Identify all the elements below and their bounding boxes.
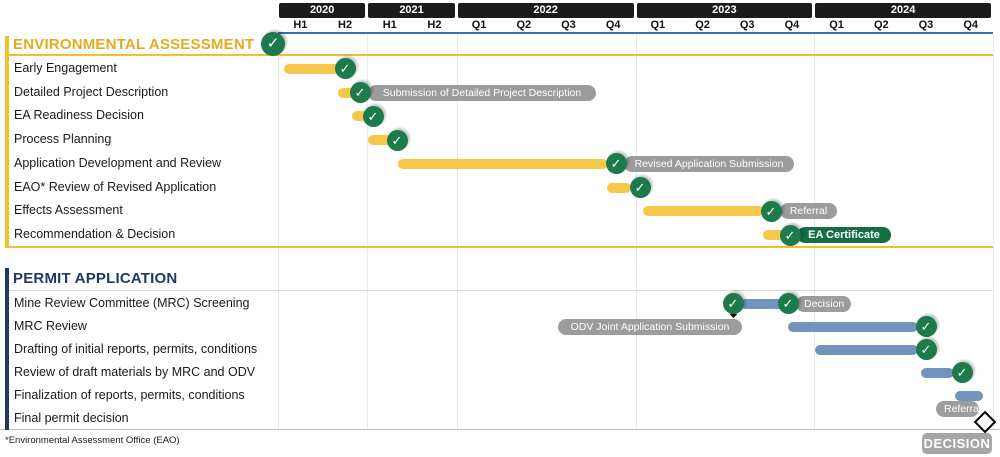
milestone-check-icon: ✓ [362, 105, 384, 127]
period-label-2022-Q2: Q2 [516, 19, 532, 31]
task-label: MRC Review [14, 318, 87, 333]
task-label: Recommendation & Decision [14, 227, 176, 242]
milestone-check-icon: ✓ [334, 58, 356, 80]
year-band-2022: 2022 [457, 3, 634, 18]
task-bar [788, 321, 918, 332]
milestone-check-icon: ✓ [951, 362, 973, 383]
milestone-check-icon: ✓ [779, 224, 801, 246]
task-label: Detailed Project Description [14, 84, 169, 99]
period-label-2024-Q4: Q4 [963, 19, 978, 31]
year-gridline [278, 34, 279, 429]
year-gridline [456, 34, 458, 429]
timeline-underline [278, 32, 993, 34]
permit-section-accent-bar [5, 268, 9, 430]
milestone-check-icon: ✓ [760, 200, 782, 222]
task-bar [368, 135, 394, 146]
task-label: Early Engagement [14, 60, 117, 75]
period-label-2021-H2: H2 [427, 19, 442, 31]
ea-section-title: ENVIRONMENTAL ASSESSMENT [13, 36, 255, 53]
period-label-2024-Q1: Q1 [829, 19, 844, 31]
period-label-2023-Q4: Q4 [784, 19, 800, 31]
milestone-label: Referral [936, 400, 979, 417]
permit-section-underline [5, 290, 993, 291]
milestone-label: Decision [796, 295, 851, 312]
milestone-label: EA Certificate [797, 227, 891, 244]
task-bar [398, 158, 608, 169]
task-bar [740, 298, 784, 309]
task-label: Mine Review Committee (MRC) Screening [14, 295, 250, 310]
milestone-label: Submission of Detailed Project Descripti… [368, 84, 596, 101]
task-bar [955, 390, 983, 401]
milestone-check-icon: ✓ [629, 177, 651, 199]
milestone-check-icon: ✓ [722, 293, 744, 314]
ea-section-accent-bar [5, 36, 9, 246]
period-label-2024-Q2: Q2 [873, 19, 889, 31]
task-bar [607, 182, 631, 193]
footer-line [0, 429, 1000, 430]
period-label-2022-Q4: Q4 [605, 19, 621, 31]
final-decision-badge: DECISION [922, 433, 992, 454]
milestone-check-icon: ✓ [349, 82, 371, 104]
year-gridline [635, 34, 637, 429]
year-band-2023: 2023 [636, 3, 813, 18]
year-band-2024: 2024 [815, 3, 991, 18]
task-bar [352, 111, 371, 122]
task-label: Drafting of initial reports, permits, co… [14, 341, 258, 356]
milestone-label: Referral [780, 203, 837, 220]
milestone-check-icon: ✓ [386, 129, 408, 151]
milestone-label: ODV Joint Application Submission [558, 318, 742, 335]
ea-section-underline [5, 54, 993, 56]
task-label: EA Readiness Decision [14, 108, 144, 123]
ea-section-bottom-line [5, 246, 993, 248]
milestone-check-icon: ✓ [915, 339, 937, 360]
period-label-2024-Q3: Q3 [918, 19, 934, 31]
period-label-2022-Q1: Q1 [471, 19, 487, 31]
ea-section-check-icon: ✓ [261, 32, 285, 56]
period-label-2021-H1: H1 [382, 19, 397, 31]
footnote: *Environmental Assessment Office (EAO) [5, 435, 180, 446]
milestone-check-icon: ✓ [777, 293, 799, 314]
task-bar [284, 63, 341, 74]
task-label: EAO* Review of Revised Application [14, 179, 217, 194]
task-label: Finalization of reports, permits, condit… [14, 387, 245, 402]
period-label-2020-H2: H2 [338, 19, 353, 31]
task-label: Process Planning [14, 132, 112, 147]
task-label: Review of draft materials by MRC and ODV [14, 364, 256, 379]
year-band-2020: 2020 [279, 3, 366, 18]
year-gridline [367, 34, 369, 429]
task-bar [921, 367, 954, 378]
milestone-check-icon: ✓ [915, 316, 937, 337]
period-label-2023-Q1: Q1 [650, 19, 666, 31]
period-label-2020-H1: H1 [293, 19, 308, 31]
task-bar [815, 344, 918, 355]
milestone-label: Revised Application Submission [624, 155, 794, 172]
milestone-check-icon: ✓ [605, 153, 627, 175]
task-bar [763, 230, 786, 241]
year-band-2021: 2021 [368, 3, 455, 18]
period-label-2023-Q2: Q2 [695, 19, 710, 31]
permit-section-title: PERMIT APPLICATION [13, 270, 178, 287]
task-label: Effects Assessment [14, 203, 123, 218]
task-label: Application Development and Review [14, 155, 222, 170]
task-bar [338, 87, 358, 98]
task-bar [643, 206, 764, 217]
period-label-2022-Q3: Q3 [561, 19, 576, 31]
year-gridline [993, 34, 994, 429]
period-label-2023-Q3: Q3 [739, 19, 755, 31]
task-label: Final permit decision [14, 410, 129, 425]
